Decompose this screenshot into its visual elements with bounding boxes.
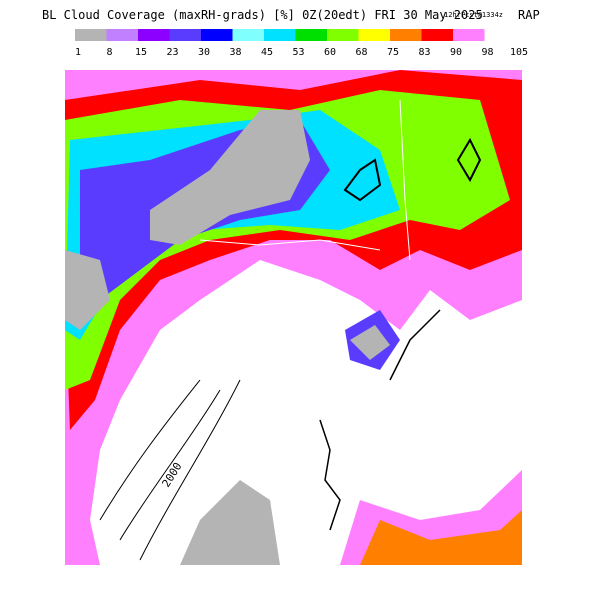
color-swatch: [138, 29, 170, 41]
color-swatch: [358, 29, 390, 41]
colorbar: 1 8 15 23 30 38 45 53 60 68 75 83 90 98 105: [75, 29, 528, 58]
colorbar-label: 15: [135, 47, 147, 58]
color-swatch: [453, 29, 485, 41]
color-swatch: [232, 29, 264, 41]
contour: [99, 379, 241, 561]
forecast: 12hrFcst@1334z: [444, 11, 503, 19]
colorbar-label: 90: [450, 47, 462, 58]
color-swatch: [106, 29, 138, 41]
colorbar-label: 38: [229, 47, 241, 58]
cloud-field: [360, 510, 522, 565]
color-swatch: [201, 29, 233, 41]
cloud-field: [350, 325, 390, 360]
model: RAP: [518, 8, 540, 22]
color-swatch: [75, 29, 107, 41]
color-swatch: [169, 29, 201, 41]
color-swatch: [264, 29, 296, 41]
coastline: [319, 309, 441, 531]
colorbar-label: 75: [387, 47, 399, 58]
colorbar-label: 23: [166, 47, 178, 58]
colorbar-label: 8: [106, 47, 112, 58]
colorbar-label: 98: [481, 47, 493, 58]
cloud-field: [65, 250, 110, 330]
colorbar-label: 30: [198, 47, 210, 58]
color-swatch: [327, 29, 359, 41]
clear-area: [130, 290, 350, 530]
cloud-field: [150, 110, 310, 245]
cloud-field: [180, 480, 280, 565]
color-swatch: [421, 29, 453, 41]
colorbar-label: 60: [324, 47, 336, 58]
colorbar-label: 105: [510, 47, 528, 58]
colorbar-label: 1: [75, 47, 81, 58]
boundary: [199, 99, 411, 401]
map: 2000: [65, 70, 522, 565]
color-swatch: [295, 29, 327, 41]
title: BL Cloud Coverage (maxRH-grads) [%] 0Z(2…: [42, 8, 483, 22]
colorbar-label: 53: [292, 47, 304, 58]
colorbar-label: 83: [418, 47, 430, 58]
colorbar-label: 68: [355, 47, 367, 58]
contour: [343, 137, 482, 202]
color-swatch: [390, 29, 422, 41]
colorbar-label: 45: [261, 47, 273, 58]
